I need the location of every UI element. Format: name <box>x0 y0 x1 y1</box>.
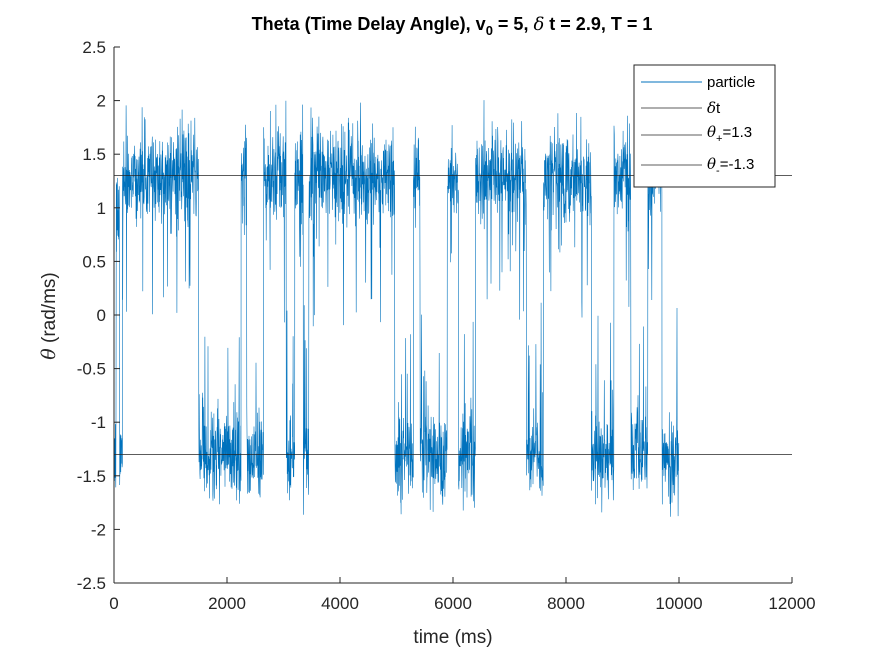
y-tick-label: -2 <box>91 520 106 539</box>
series-layer <box>113 100 680 517</box>
y-tick-label: -1.5 <box>77 467 106 486</box>
x-axis-label: time (ms) <box>413 627 492 648</box>
y-ticks: -2.5 -2 -1.5 -1 -0.5 0 0.5 1 1.5 2 2.5 <box>77 38 120 593</box>
series-line-particle <box>113 100 680 517</box>
y-tick-label: 0.5 <box>82 252 106 271</box>
y-tick-label: -2.5 <box>77 574 106 593</box>
x-tick-label: 2000 <box>208 594 246 613</box>
legend-box <box>633 64 776 188</box>
legend-label-theta-minus: θ-=-1.3 <box>707 155 754 177</box>
y-tick-label: 2 <box>97 92 106 111</box>
x-tick-label: 10000 <box>655 594 702 613</box>
x-ticks: 0 2000 4000 6000 8000 10000 12000 <box>109 577 816 613</box>
x-tick-label: 4000 <box>321 594 359 613</box>
x-tick-label: 8000 <box>547 594 585 613</box>
y-tick-label: -1 <box>91 413 106 432</box>
y-tick-label: 0 <box>97 306 106 325</box>
chart-title: Theta (Time Delay Angle), v0 = 5, δ t = … <box>252 14 653 38</box>
x-tick-label: 12000 <box>768 594 815 613</box>
y-tick-label: 1.5 <box>82 145 106 164</box>
y-tick-label: -0.5 <box>77 360 106 379</box>
legend: particle δt θ+=1.3 θ-=-1.3 <box>633 64 776 188</box>
y-axis-label: θ (rad/ms) <box>38 272 60 359</box>
y-tick-label: 1 <box>97 199 106 218</box>
legend-label-theta-plus: θ+=1.3 <box>707 123 752 145</box>
y-tick-label: 2.5 <box>82 38 106 57</box>
legend-label-particle: particle <box>707 74 755 91</box>
x-tick-label: 0 <box>109 594 118 613</box>
x-tick-label: 6000 <box>434 594 472 613</box>
legend-label-delta-t: δt <box>707 99 721 117</box>
